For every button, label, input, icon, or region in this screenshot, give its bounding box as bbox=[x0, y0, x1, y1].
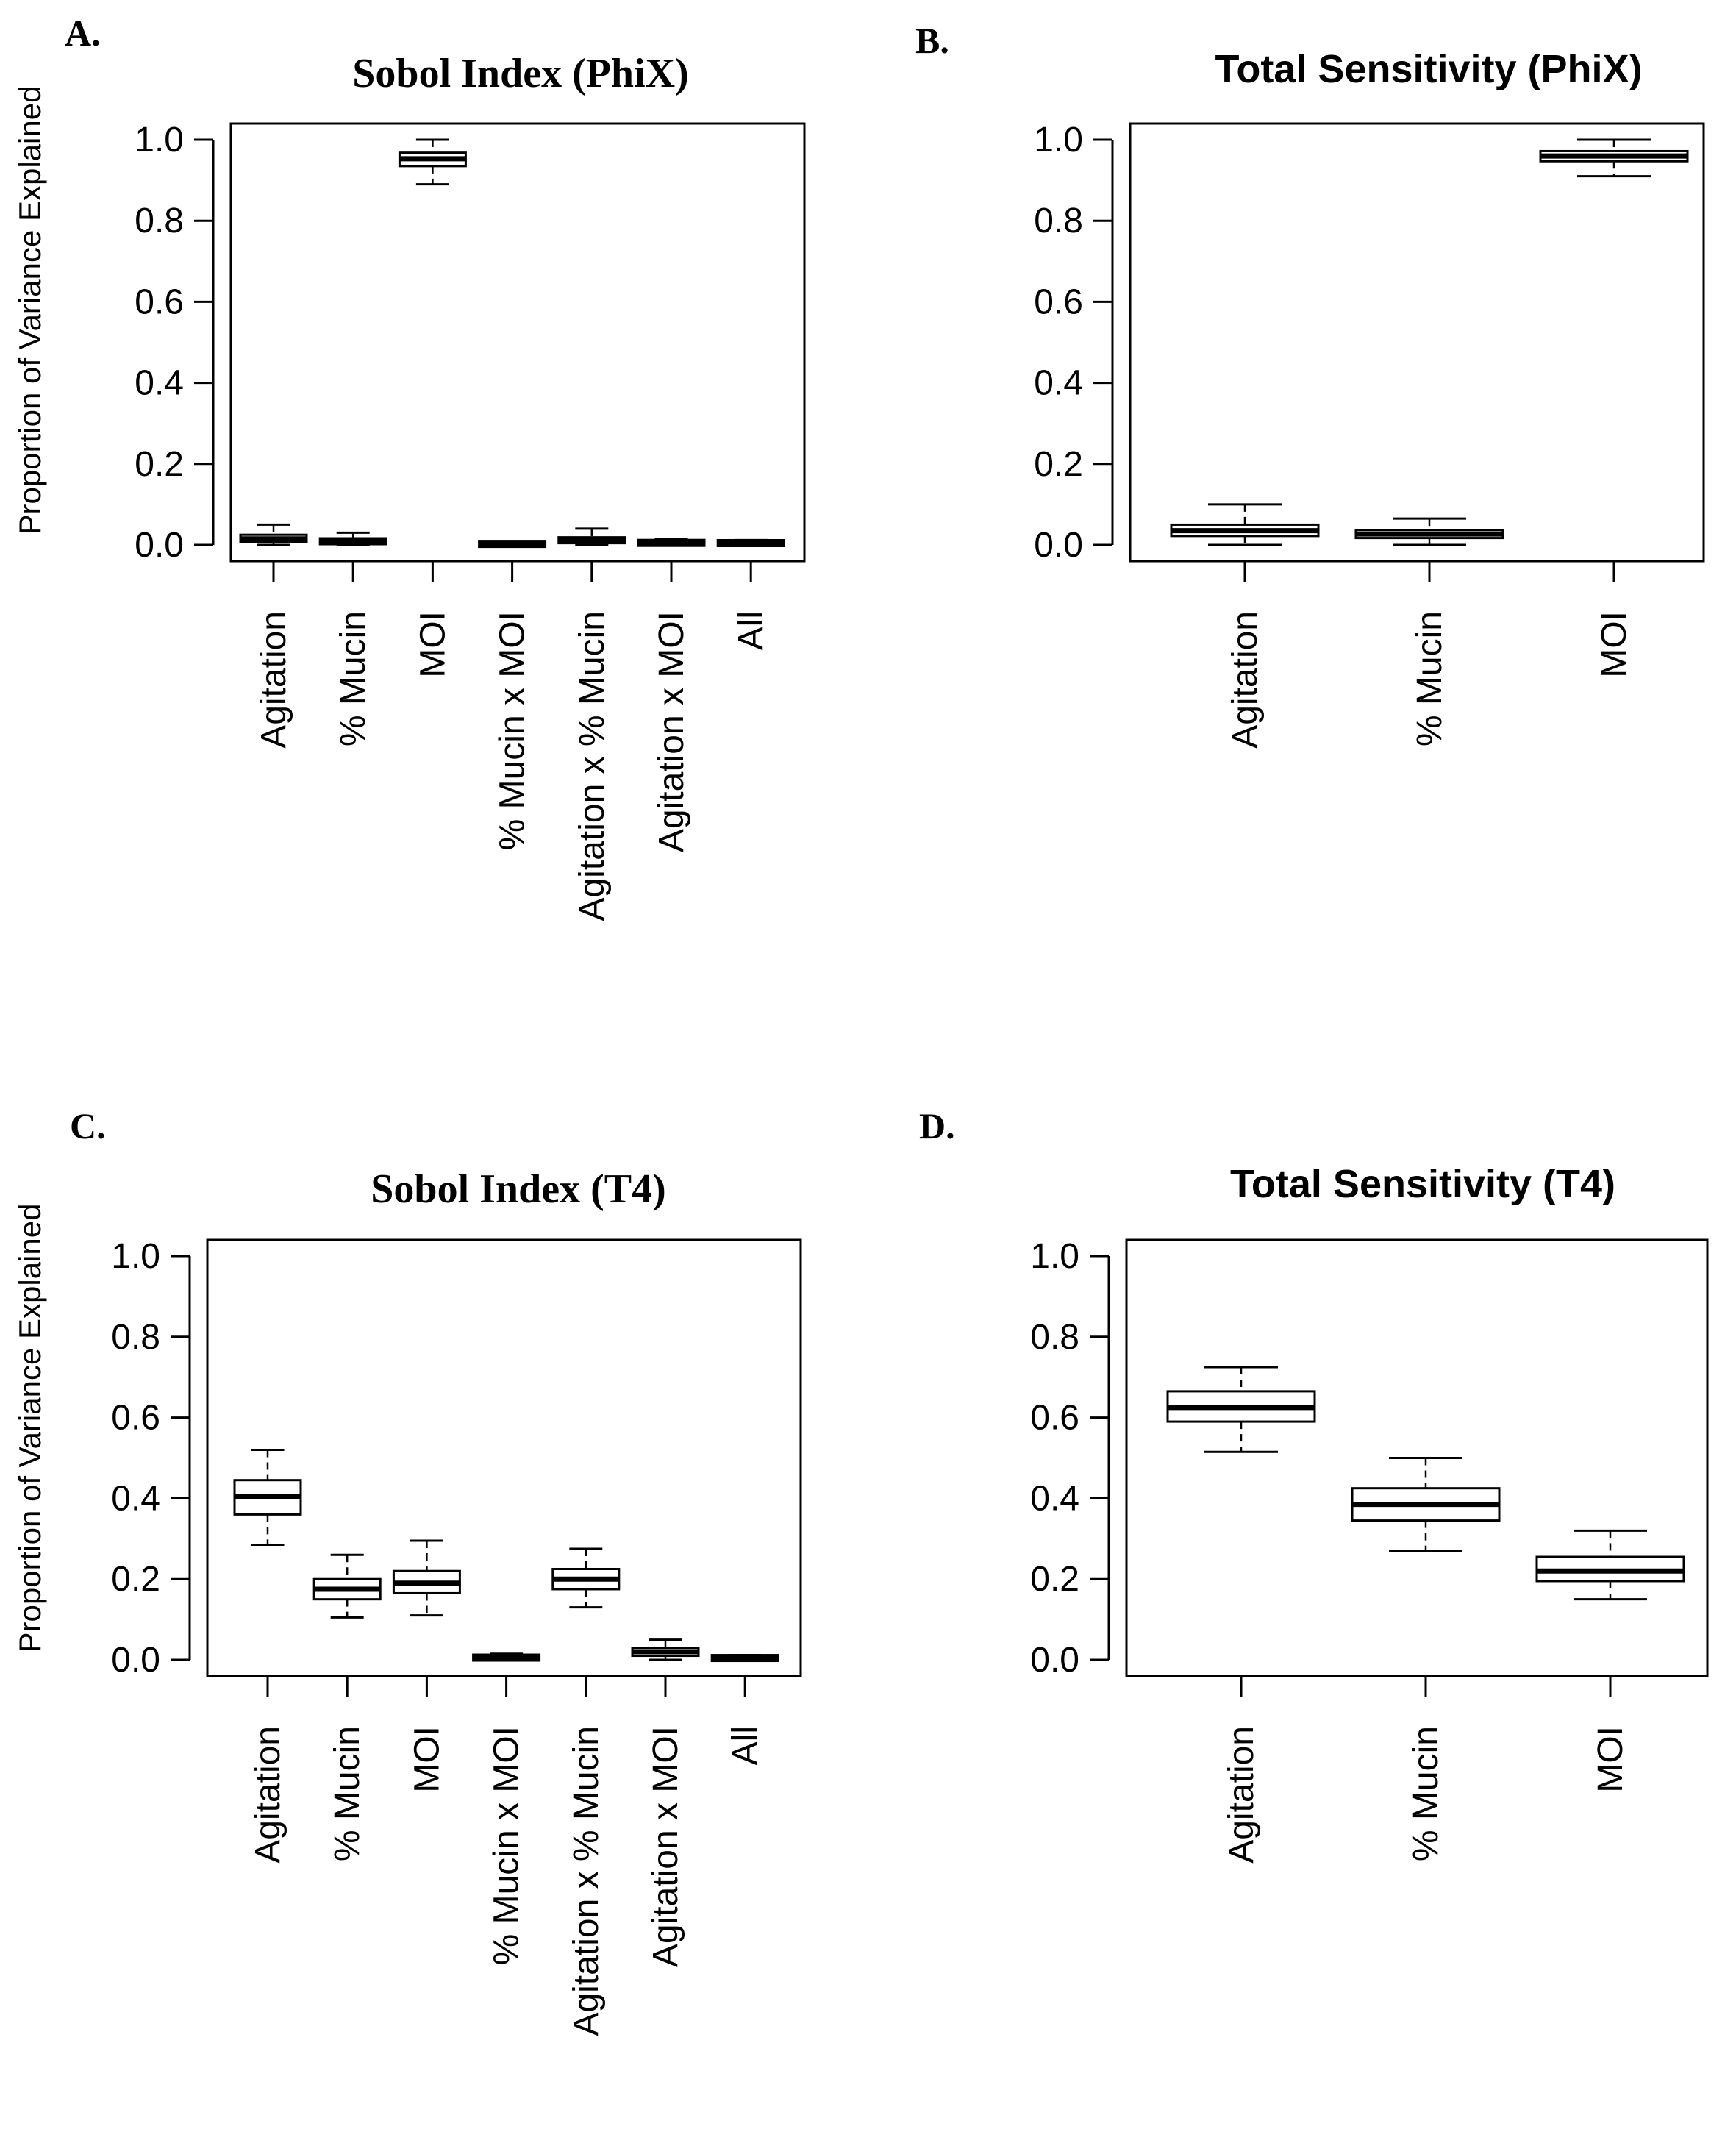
y-tick-label: 0.8 bbox=[135, 202, 184, 240]
x-tick-label: MOI bbox=[1595, 611, 1634, 678]
box-agitation bbox=[1170, 503, 1320, 546]
box-moi bbox=[398, 138, 467, 186]
box--mucin bbox=[1354, 517, 1504, 546]
chart-title-d: Total Sensitivity (T4) bbox=[1230, 1162, 1615, 1206]
x-tick-label: % Mucin x MOI bbox=[487, 1726, 526, 1965]
boxes-a bbox=[239, 138, 785, 549]
chart-title-a: Sobol Index (PhiX) bbox=[352, 51, 688, 96]
plot-frame-a bbox=[229, 122, 806, 563]
y-tick-label: 1.0 bbox=[111, 1237, 160, 1276]
x-tick-label: Agitation x MOI bbox=[646, 1726, 685, 1967]
x-tick-label: MOI bbox=[1591, 1726, 1630, 1793]
y-axis-a: 0.0 0.2 0.4 0.6 0.8 1.0 bbox=[135, 121, 215, 565]
y-tick-label: 0.4 bbox=[1034, 364, 1083, 403]
y-tick-label: 0.4 bbox=[111, 1479, 160, 1518]
y-tick-label: 0.8 bbox=[111, 1318, 160, 1357]
x-tick-label: All bbox=[726, 1726, 765, 1765]
box--mucin-x-moi bbox=[472, 1652, 541, 1662]
box--mucin bbox=[1351, 1457, 1501, 1552]
boxes-b bbox=[1170, 138, 1689, 546]
box-moi bbox=[1539, 138, 1689, 178]
y-tick-label: 0.2 bbox=[111, 1560, 160, 1599]
panel-label-a: A. bbox=[65, 13, 101, 54]
y-tick-label: 0.0 bbox=[135, 526, 184, 565]
y-axis-d: 0.0 0.2 0.4 0.6 0.8 1.0 bbox=[1030, 1237, 1110, 1680]
box-agitation bbox=[239, 523, 308, 546]
chart-title-b: Total Sensitivity (PhiX) bbox=[1215, 47, 1642, 91]
box--mucin bbox=[312, 1553, 382, 1619]
x-axis-d: Agitation % Mucin MOI bbox=[1222, 1675, 1630, 1864]
y-tick-label: 0.4 bbox=[135, 364, 184, 403]
y-tick-label: 0.6 bbox=[135, 282, 184, 321]
x-tick-label: Agitation bbox=[1222, 1726, 1261, 1864]
x-tick-label: % Mucin x MOI bbox=[493, 611, 532, 850]
panel-label-b: B. bbox=[915, 20, 949, 61]
box-moi bbox=[392, 1539, 461, 1617]
box-moi bbox=[1535, 1529, 1685, 1601]
panel-label-d: D. bbox=[919, 1105, 955, 1146]
box-agitation-x-moi bbox=[631, 1638, 700, 1661]
y-axis-label-c: Proportion of Variance Explained bbox=[12, 1204, 47, 1653]
x-tick-label: Agitation x MOI bbox=[652, 611, 691, 852]
x-axis-b: Agitation % Mucin MOI bbox=[1226, 560, 1634, 749]
x-axis-c: Agitation % Mucin MOI % Mucin x MOI Agitatio… bbox=[249, 1675, 765, 2036]
panel-a: A. Sobol Index (PhiX) Proportion of Vari… bbox=[12, 13, 806, 921]
box--mucin-x-moi bbox=[478, 540, 547, 549]
y-tick-label: 0.0 bbox=[1030, 1641, 1079, 1680]
y-tick-label: 0.4 bbox=[1030, 1479, 1079, 1518]
plot-frame-c bbox=[206, 1238, 802, 1677]
y-axis-b: 0.0 0.2 0.4 0.6 0.8 1.0 bbox=[1034, 121, 1114, 565]
box--mucin bbox=[318, 531, 387, 546]
y-tick-label: 0.2 bbox=[1034, 445, 1083, 484]
x-tick-label: % Mucin bbox=[334, 611, 373, 746]
x-axis-a: Agitation % Mucin MOI % Mucin x MOI Agitatio… bbox=[254, 560, 771, 921]
x-tick-label: Agitation bbox=[1226, 611, 1265, 749]
box-agitation-x-mucin bbox=[557, 527, 626, 546]
x-tick-label: Agitation bbox=[249, 1726, 287, 1864]
boxes-c bbox=[233, 1449, 779, 1663]
y-tick-label: 0.2 bbox=[135, 445, 184, 484]
y-tick-label: 1.0 bbox=[1030, 1237, 1079, 1276]
x-tick-label: % Mucin bbox=[1407, 1726, 1446, 1861]
y-tick-label: 0.8 bbox=[1034, 202, 1083, 240]
x-tick-label: MOI bbox=[407, 1726, 446, 1793]
y-tick-label: 0.0 bbox=[111, 1641, 160, 1680]
x-tick-label: MOI bbox=[413, 611, 452, 678]
box-agitation bbox=[1166, 1366, 1316, 1453]
y-tick-label: 0.8 bbox=[1030, 1318, 1079, 1357]
y-axis-label-a: Proportion of Variance Explained bbox=[12, 86, 47, 535]
x-tick-label: % Mucin bbox=[1410, 611, 1449, 746]
chart-title-c: Sobol Index (T4) bbox=[371, 1166, 665, 1212]
x-tick-label: All bbox=[732, 611, 771, 650]
panel-label-c: C. bbox=[70, 1105, 106, 1146]
y-axis-c: 0.0 0.2 0.4 0.6 0.8 1.0 bbox=[111, 1237, 191, 1680]
y-tick-label: 1.0 bbox=[135, 121, 184, 160]
box-agitation bbox=[233, 1449, 302, 1547]
panel-d: D. Total Sensitivity (T4) 0.00.20.40.60.… bbox=[919, 1105, 1709, 1864]
y-tick-label: 0.6 bbox=[1034, 282, 1083, 321]
y-tick-label: 0.2 bbox=[1030, 1560, 1079, 1599]
panel-b: B. Total Sensitivity (PhiX) 0.0 0.2 0.4 0.6… bbox=[915, 20, 1705, 749]
box-agitation-x-moi bbox=[637, 538, 706, 547]
x-tick-label: % Mucin bbox=[328, 1726, 367, 1861]
y-tick-label: 0.6 bbox=[111, 1399, 160, 1438]
panel-c: C. Sobol Index (T4) Proportion of Varian… bbox=[12, 1105, 802, 2036]
plot-frame-b bbox=[1129, 122, 1705, 563]
box-agitation-x-mucin bbox=[551, 1547, 621, 1609]
x-tick-label: Agitation x % Mucin bbox=[573, 611, 612, 921]
y-tick-label: 1.0 bbox=[1034, 121, 1083, 160]
x-tick-label: Agitation x % Mucin bbox=[567, 1726, 606, 2036]
y-tick-label: 0.6 bbox=[1030, 1399, 1079, 1438]
box-all bbox=[716, 538, 785, 547]
y-tick-label: 0.0 bbox=[1034, 526, 1083, 565]
boxes-d bbox=[1166, 1366, 1685, 1601]
box-all bbox=[710, 1653, 779, 1663]
x-tick-label: Agitation bbox=[254, 611, 293, 749]
